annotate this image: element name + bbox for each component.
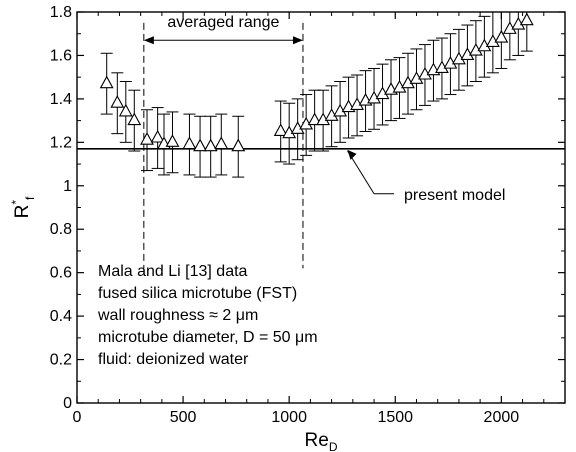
data-point: [127, 89, 142, 152]
data-point: [140, 109, 154, 172]
x-axis: 0 500 1000 1500 2000: [73, 12, 545, 426]
data-point: [110, 72, 125, 135]
y-tick-label: 1.2: [50, 134, 72, 151]
data-point: [118, 81, 133, 143]
data-point: [511, 12, 526, 56]
data-point: [418, 44, 432, 106]
annotation-line: wall roughness ≈ 2 μm: [97, 307, 258, 324]
annotation-block: Mala and Li [13] data fused silica microt…: [97, 263, 318, 368]
range-label: averaged range: [167, 14, 279, 31]
y-tick-label: 1: [63, 178, 72, 195]
data-point: [401, 52, 415, 115]
data-point: [392, 57, 407, 119]
reference-line: present model: [77, 148, 565, 204]
y-axis-title-superscript: *: [9, 200, 23, 205]
triangle-marker: [273, 123, 288, 137]
annotation-line: microtube diameter, D = 50 μm: [98, 329, 318, 346]
data-point: [182, 113, 197, 176]
data-point: [333, 81, 348, 143]
data-point: [273, 100, 288, 163]
x-axis-title-main: Re: [305, 430, 329, 451]
x-tick-label: 1000: [271, 409, 307, 426]
triangle-marker: [118, 103, 133, 117]
y-tick-label: 1.8: [50, 4, 72, 21]
y-axis: 0 0.2 0.4 0.6 0.8 1 1.2 1.4 1.6 1.8: [50, 4, 565, 412]
triangle-marker: [203, 138, 218, 152]
averaged-range-markers: averaged range: [143, 14, 304, 269]
range-arrowhead-right: [292, 36, 303, 45]
y-tick-label: 0: [63, 395, 72, 412]
triangle-marker: [165, 134, 180, 147]
triangle-marker: [99, 75, 114, 89]
range-arrowhead-left: [143, 36, 154, 45]
data-point: [350, 74, 364, 137]
data-point: [231, 115, 246, 178]
triangle-marker: [214, 136, 229, 150]
x-tick-label: 2000: [484, 409, 520, 426]
triangle-marker: [231, 138, 246, 152]
data-point: [409, 48, 424, 111]
triangle-marker: [110, 95, 125, 108]
y-tick-label: 0.6: [50, 265, 72, 282]
y-tick-label: 1.6: [50, 47, 72, 64]
data-point: [193, 115, 207, 178]
data-point: [494, 12, 509, 69]
x-axis-title: ReD: [305, 430, 338, 452]
annotation-line: fluid: deionized water: [98, 351, 249, 368]
triangle-marker: [193, 138, 207, 152]
x-tick-label: 1500: [377, 409, 413, 426]
data-series: [99, 11, 534, 178]
x-tick-label: 0: [73, 409, 82, 426]
y-tick-label: 0.8: [50, 221, 72, 238]
triangle-marker: [140, 132, 154, 145]
triangle-marker: [182, 136, 197, 150]
data-point: [99, 52, 114, 115]
y-tick-label: 1.4: [50, 91, 72, 108]
data-point: [150, 107, 165, 169]
y-tick-label: 0.4: [50, 308, 72, 325]
data-point: [165, 111, 180, 174]
data-point: [203, 115, 218, 178]
triangle-marker: [307, 112, 322, 126]
reference-line-label: present model: [404, 187, 505, 204]
triangle-marker: [127, 112, 142, 126]
y-axis-title-subscript: f: [23, 196, 37, 200]
x-tick-label: 500: [170, 409, 197, 426]
triangle-marker: [150, 129, 165, 143]
x-axis-title-subscript: D: [329, 440, 338, 452]
y-tick-label: 0.2: [50, 352, 72, 369]
annotation-line: fused silica microtube (FST): [98, 285, 297, 302]
y-axis-title: R*f: [9, 196, 37, 218]
y-axis-title-main: R: [12, 205, 33, 219]
data-point: [214, 113, 229, 176]
data-point: [519, 12, 534, 52]
triangle-marker: [494, 29, 509, 43]
pointer-arrowhead: [347, 149, 357, 160]
annotation-line: Mala and Li [13] data: [98, 263, 248, 280]
data-point: [502, 12, 517, 61]
triangle-marker: [519, 12, 534, 26]
